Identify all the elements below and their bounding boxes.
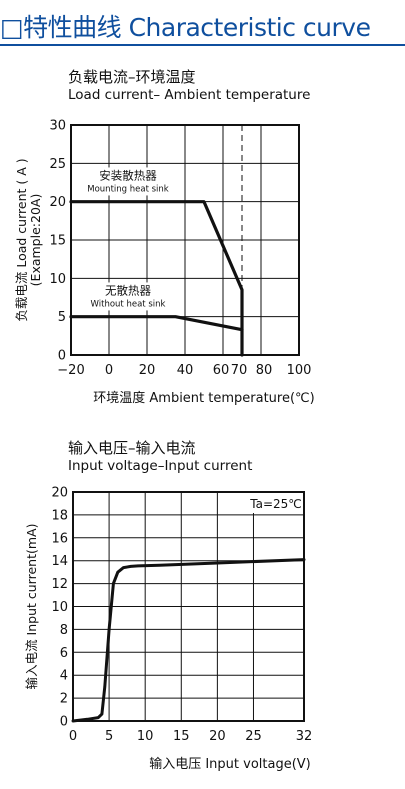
chart1-series-1 [69, 315, 244, 332]
chart1-title-en: Load current– Ambient temperature [68, 87, 311, 103]
chart2-y-tick-label: 8 [60, 623, 68, 638]
chart2-x-tick-label: 0 [69, 729, 77, 744]
chart2-x-tick-label: 32 [296, 729, 313, 744]
header-rule [0, 44, 405, 46]
chart1-y-tick-label: 10 [49, 272, 66, 287]
chart1-y-tick-label: 15 [49, 234, 66, 249]
chart2-x-tick-label: 15 [173, 729, 190, 744]
chart2-y-tick-label: 0 [60, 715, 68, 730]
chart1-y-tick-label: 0 [58, 349, 66, 364]
chart2-title-zh: 输入电压–输入电流 [68, 439, 196, 457]
chart1-x-tick-label: 40 [177, 363, 194, 378]
chart1-series-label-en-1: Without heat sink [91, 299, 166, 309]
chart2-series-0 [71, 558, 306, 723]
chart2-y-tick-label: 4 [60, 669, 68, 684]
chart2-x-tick-label: 25 [245, 729, 262, 744]
chart2-y-tick-label: 18 [51, 508, 68, 523]
chart1-x-tick-label: 60 [213, 363, 230, 378]
chart1-x-tick-label: 20 [139, 363, 156, 378]
chart2-y-tick-label: 6 [60, 646, 68, 661]
chart2-y-tick-label: 2 [60, 692, 68, 707]
chart1-series-label-bg-1 [88, 282, 168, 311]
chart1-y-axis-label-2: (Example:20A) [28, 194, 43, 287]
chart1-title: 负载电流–环境温度 Load current– Ambient temperat… [68, 66, 310, 103]
chart1-x-tick-label: −20 [57, 363, 84, 378]
chart1-y-tick-label: 30 [49, 119, 66, 134]
chart1-series-label-bg-0 [80, 167, 176, 196]
chart1-series-label-zh-1: 无散热器 [105, 283, 151, 297]
chart1-y-axis-label: 负载电流 Load current ( A ) [14, 158, 29, 321]
chart2-annotation: Ta=25℃ [249, 497, 302, 511]
page-title: □特性曲线 Characteristic curve [0, 13, 371, 42]
chart2-x-tick-label: 5 [105, 729, 113, 744]
chart1-series-0 [69, 200, 244, 357]
chart1-frame [70, 124, 300, 356]
chart2-title: 输入电压–输入电流 Input voltage–Input current [68, 437, 252, 474]
header: □特性曲线 Characteristic curve [0, 2, 405, 46]
chart1-series-label-en-0: Mounting heat sink [87, 184, 169, 194]
chart1-series-label-zh-0: 安装散热器 [99, 168, 157, 182]
chart1-x-tick-label: 80 [256, 363, 273, 378]
chart2-annotation-bg [249, 493, 303, 513]
chart1-y-tick-label: 20 [49, 195, 66, 210]
chart2-y-tick-label: 20 [51, 486, 68, 501]
chart1-y-tick-label: 5 [58, 310, 66, 325]
chart2-svg: 0 2 4 6 8 10 12 14 16 18 20 0 5 10 15 20 25 32 输入电压 Input … [24, 486, 313, 773]
chart2-title-en: Input voltage–Input current [68, 458, 253, 474]
chart1-x-tick-label: 70 [231, 363, 248, 378]
chart2-x-tick-label: 20 [209, 729, 226, 744]
chart1-y-tick-label: 25 [49, 157, 66, 172]
chart2-y-tick-label: 14 [51, 554, 68, 569]
chart2-x-axis-label: 输入电压 Input voltage(V) [149, 756, 311, 772]
chart1-x-axis-label: 环境温度 Ambient temperature(℃) [93, 390, 314, 406]
chart1-x-tick-label: 0 [105, 363, 113, 378]
chart1-x-tick-label: 100 [287, 363, 312, 378]
chart2-y-tick-label: 16 [51, 531, 68, 546]
chart1-title-zh: 负载电流–环境温度 [68, 68, 196, 86]
chart2-y-axis-label: 输入电流 Input current(mA) [24, 524, 39, 690]
chart2-x-tick-label: 10 [137, 729, 154, 744]
chart2-frame [72, 491, 305, 722]
chart2-y-tick-label: 10 [51, 600, 68, 615]
chart2-y-tick-label: 12 [51, 577, 68, 592]
